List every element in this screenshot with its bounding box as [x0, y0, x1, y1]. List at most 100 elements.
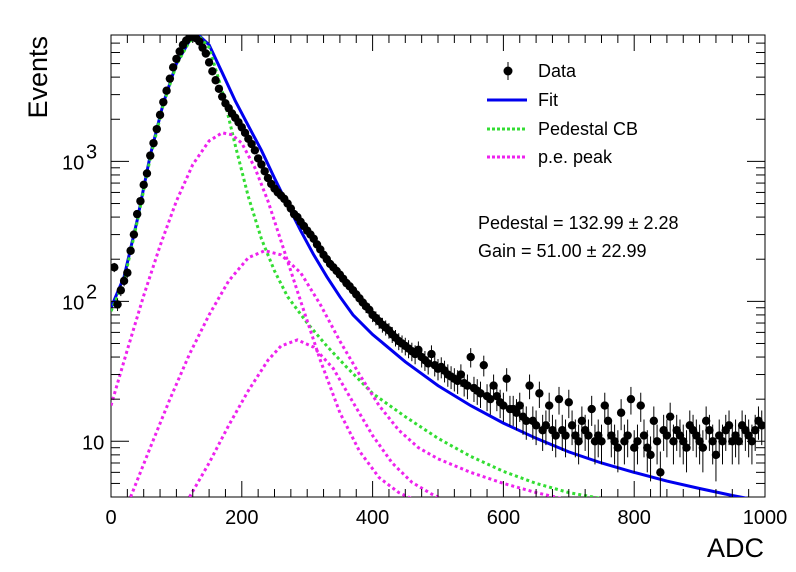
- data-marker: [214, 84, 224, 94]
- data-point: [486, 386, 495, 415]
- data-marker: [123, 268, 132, 277]
- data-point: [123, 268, 132, 278]
- data-point: [544, 392, 554, 422]
- data-marker: [750, 426, 760, 435]
- data-marker: [711, 450, 721, 460]
- data-point: [463, 374, 472, 400]
- data-point: [567, 410, 577, 446]
- data-marker: [616, 408, 626, 417]
- annotation-pedestal: Pedestal = 132.99 ± 2.28: [478, 213, 679, 233]
- data-marker: [119, 276, 129, 286]
- data-point: [129, 230, 139, 239]
- data-marker: [111, 263, 119, 272]
- data-point: [665, 402, 675, 435]
- data-point: [600, 392, 609, 422]
- x-tick-labels: 0 200 400 600 800 1000: [105, 507, 787, 529]
- data-marker: [705, 426, 714, 435]
- data-point: [541, 410, 551, 446]
- data-marker: [522, 416, 531, 426]
- data-point: [574, 424, 583, 465]
- data-marker: [456, 370, 466, 379]
- y-tick-label-exponent: 2: [86, 281, 97, 303]
- data-marker: [489, 381, 498, 390]
- data-point: [682, 430, 691, 473]
- data-point: [734, 424, 744, 465]
- data-marker: [260, 167, 269, 176]
- data-marker: [698, 443, 708, 452]
- data-marker: [204, 58, 214, 67]
- data-point: [695, 424, 704, 465]
- data-point: [499, 392, 508, 422]
- data-point: [626, 386, 636, 415]
- data-marker: [476, 389, 485, 398]
- data-point: [168, 63, 178, 72]
- data-marker: [466, 352, 475, 362]
- y-tick-label: 10: [82, 432, 104, 454]
- data-marker: [453, 376, 462, 386]
- y-tick-label-base: 10: [62, 152, 84, 174]
- data-marker: [613, 443, 623, 452]
- data-point: [175, 47, 184, 56]
- data-point: [757, 410, 765, 446]
- data-point: [698, 430, 708, 473]
- data-point: [217, 92, 227, 101]
- legend-item-fit: Fit: [487, 90, 558, 110]
- data-marker: [587, 404, 596, 414]
- data-marker: [126, 246, 135, 255]
- data-marker: [656, 468, 665, 477]
- data-marker: [129, 230, 139, 239]
- data-marker: [217, 92, 227, 101]
- data-marker: [577, 416, 587, 426]
- data-point: [711, 436, 721, 482]
- data-marker: [152, 124, 161, 134]
- data-marker: [247, 139, 256, 149]
- data-point: [502, 368, 511, 392]
- legend-item-pe: p.e. peak: [487, 147, 613, 167]
- data-marker: [162, 86, 171, 95]
- y-tick-label-base: 10: [62, 292, 84, 314]
- data-point: [476, 381, 485, 408]
- data-point: [639, 419, 649, 458]
- legend-label: Fit: [538, 90, 558, 110]
- data-point: [214, 84, 224, 94]
- data-marker: [512, 408, 521, 417]
- data-point: [551, 419, 560, 458]
- data-marker: [665, 412, 675, 421]
- data-marker: [567, 421, 577, 430]
- y-tick-label-base: 10: [82, 432, 104, 454]
- data-marker: [113, 300, 122, 309]
- data-point: [155, 110, 165, 120]
- data-marker: [636, 401, 645, 410]
- data-marker: [116, 286, 126, 295]
- data-marker: [544, 401, 554, 410]
- data-point: [427, 345, 436, 365]
- data-marker: [708, 437, 717, 446]
- data-point: [126, 246, 135, 255]
- data-point: [708, 424, 717, 465]
- data-marker: [159, 97, 168, 107]
- data-marker: [662, 431, 672, 440]
- data-point: [630, 430, 639, 473]
- data-point: [610, 424, 619, 465]
- data-point: [111, 262, 119, 273]
- data-point: [535, 381, 544, 408]
- p-e-peak-1-curve: [111, 131, 412, 497]
- data-point: [587, 395, 596, 426]
- data-marker: [168, 63, 178, 72]
- data-marker: [502, 374, 511, 383]
- data-marker: [175, 47, 184, 56]
- data-marker: [136, 196, 145, 206]
- data-marker: [423, 359, 433, 368]
- data-marker: [427, 349, 436, 359]
- data-point: [616, 399, 626, 431]
- data-marker: [649, 416, 659, 426]
- data-marker: [679, 437, 688, 446]
- data-point: [172, 54, 181, 64]
- data-marker: [149, 138, 158, 148]
- data-point: [162, 86, 171, 95]
- data-marker: [701, 416, 711, 426]
- legend-swatch-marker: [503, 66, 513, 76]
- data-point: [119, 275, 129, 287]
